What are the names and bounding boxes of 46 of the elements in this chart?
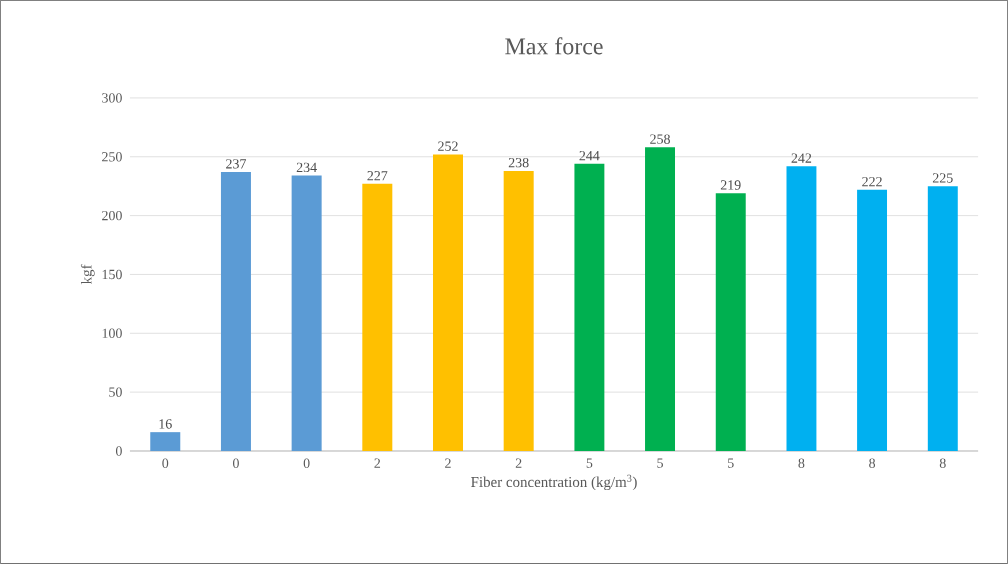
x-tick-label: 5	[657, 458, 663, 468]
x-tick-label: 8	[939, 458, 946, 468]
bar	[574, 163, 605, 452]
data-label: 16	[159, 419, 172, 429]
x-tick-label: 0	[303, 458, 310, 468]
y-tick-label: 50	[109, 387, 122, 397]
x-tick-label: 2	[374, 458, 381, 468]
x-tick-label: 2	[515, 458, 522, 468]
y-tick-label: 200	[102, 210, 122, 221]
y-tick-label: 150	[102, 269, 122, 280]
bar	[927, 186, 958, 452]
chart-title: Max force	[505, 37, 603, 55]
bar	[291, 175, 322, 452]
data-label: 227	[367, 171, 388, 181]
bar	[433, 154, 463, 452]
x-tick-label: 5	[728, 458, 734, 468]
bar	[220, 172, 251, 452]
data-label: 222	[862, 176, 882, 187]
bar	[503, 170, 534, 452]
data-label: 219	[720, 180, 741, 190]
data-label: 258	[650, 134, 670, 144]
x-tick-label: 0	[233, 458, 239, 468]
x-tick-label: 5	[586, 458, 593, 468]
bar	[150, 432, 181, 452]
x-tick-label: 8	[798, 458, 805, 468]
bar	[645, 147, 676, 452]
x-tick-label: 8	[869, 458, 876, 468]
y-axis-title: kgf	[80, 264, 95, 285]
x-tick-label: 0	[162, 458, 169, 468]
data-label: 242	[791, 153, 812, 163]
x-axis-title: Fiber concentration (kg/m$^{3}$)	[471, 474, 637, 491]
data-label: 238	[508, 157, 529, 168]
bar	[786, 166, 817, 452]
data-label: 237	[226, 159, 247, 169]
bar	[715, 193, 746, 452]
bar	[362, 183, 393, 452]
y-tick-label: 100	[102, 328, 122, 339]
x-tick-label: 2	[445, 458, 451, 468]
bar	[857, 189, 888, 452]
y-tick-label: 300	[102, 93, 122, 103]
data-label: 225	[932, 173, 953, 183]
y-tick-label: 0	[115, 446, 122, 456]
data-label: 252	[438, 141, 458, 151]
data-label: 234	[296, 162, 317, 173]
y-tick-label: 250	[102, 152, 122, 162]
data-label: 244	[579, 151, 600, 161]
